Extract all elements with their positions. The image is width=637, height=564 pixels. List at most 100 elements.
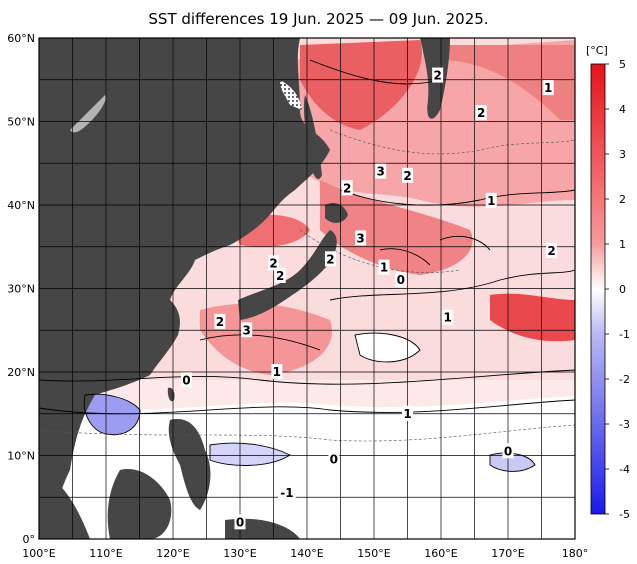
contour-label-box [274, 267, 286, 283]
contour-label-box [375, 163, 387, 179]
colorbar-tick-label: -5 [619, 508, 630, 521]
sakhalin [303, 95, 322, 180]
indochina-south [39, 470, 90, 539]
contour-label: 3 [243, 323, 251, 337]
colorbar-tick-label: 2 [619, 193, 626, 206]
contour-label: 2 [477, 106, 485, 120]
lat-tick-label: 10°N [7, 450, 35, 463]
lon-tick-label: 120°E [156, 547, 189, 560]
contour-label: 2 [403, 169, 411, 183]
contour-label: 1 [273, 365, 281, 379]
contour-label: 2 [343, 181, 351, 195]
colorbar-tick-label: 4 [619, 103, 626, 116]
contour-label-box [355, 230, 367, 246]
lon-tick-label: 160°E [424, 547, 457, 560]
colorbar-tick-label: -2 [619, 373, 630, 386]
lon-tick-label: 140°E [290, 547, 323, 560]
colorbar-tick-label: 3 [619, 148, 626, 161]
lat-tick-label: 30°N [7, 283, 35, 296]
philippines [168, 419, 211, 510]
map-area [39, 38, 575, 539]
warm-central-pacific [490, 293, 575, 342]
figure-title: SST differences 19 Jun. 2025 — 09 Jun. 2… [148, 10, 489, 28]
contour-label: 0 [330, 453, 338, 467]
map-frame [38, 37, 576, 540]
lat-tick-label: 60°N [7, 32, 35, 45]
colorbar-tick-label: -4 [619, 463, 630, 476]
lon-tick-label: 150°E [357, 547, 390, 560]
lat-tick-label: 40°N [7, 199, 35, 212]
contour-label-box [268, 255, 279, 271]
contour-label: 1 [403, 407, 411, 421]
warm-kuroshio-ext [320, 180, 473, 275]
contour-label-box [502, 443, 514, 459]
contour-label-box [180, 372, 192, 388]
lat-tick-label: 50°N [7, 116, 35, 129]
colorbar-tick-label: 5 [619, 58, 626, 71]
contour-label: 2 [276, 269, 284, 283]
contour-label-box [324, 251, 336, 267]
lat-tick-label: 0° [23, 533, 36, 546]
colorbar-tick-label: -1 [619, 328, 630, 341]
axis-labels: 100°E 110°E 120°E 130°E 140°E 150°E 160°E 170°E… [7, 32, 588, 560]
contour-label-box [442, 309, 454, 325]
contour-label: 2 [547, 244, 555, 258]
colorbar-tick-label: -3 [619, 418, 630, 431]
lake-baikal [70, 95, 106, 133]
contour-label-box [277, 485, 296, 501]
warm-okhotsk [300, 40, 422, 130]
contour-label-box [241, 322, 253, 338]
cool-philippine-sea [210, 443, 290, 466]
hokkaido [325, 203, 348, 223]
contour-label-box [485, 192, 497, 208]
contour-label-box [328, 451, 340, 467]
contour-label: 1 [380, 261, 388, 275]
colorbar-ticks: 5 4 3 2 1 0 -1 -2 -3 -4 -5 [605, 58, 630, 521]
contour-label: 0 [397, 273, 405, 287]
contour-label-box [214, 313, 226, 329]
japan-honshu [238, 230, 337, 320]
lon-tick-label: 180° [562, 547, 589, 560]
contour-label-box [378, 259, 390, 275]
contour-label-box [234, 514, 246, 530]
colorbar-tick-label: 1 [619, 238, 626, 251]
colorbar [590, 63, 606, 515]
contour-label: 2 [433, 69, 441, 83]
contour-label: -1 [280, 486, 293, 500]
cool-south-china-sea [84, 394, 140, 435]
contour-label: 1 [444, 311, 452, 325]
contour-label-box [271, 364, 283, 379]
warm-east-china-sea [200, 303, 332, 375]
colorbar-unit: [°C] [586, 44, 608, 57]
contour-label-box [546, 242, 558, 258]
lat-tick-label: 20°N [7, 366, 35, 379]
contour-label: 2 [216, 315, 224, 329]
lon-tick-label: 130°E [223, 547, 256, 560]
contour-label-box [402, 405, 413, 421]
contour-label-box [432, 67, 444, 83]
contour-label: 2 [269, 256, 277, 270]
contour-label-box [475, 105, 487, 121]
cool-equatorial-patch [490, 453, 535, 472]
contour-label: 3 [356, 231, 364, 245]
contour-label: 1 [487, 194, 495, 208]
lat-lon-grid [39, 38, 575, 539]
contour-label-box [402, 167, 413, 183]
contour-label-box [395, 272, 407, 288]
contour-label: 1 [544, 81, 552, 95]
ice-cover [280, 80, 302, 110]
lon-tick-label: 110°E [89, 547, 122, 560]
contour-label: 0 [182, 373, 190, 387]
colorbar-tick-label: 0 [619, 283, 626, 296]
contour-label: 3 [377, 165, 385, 179]
contour-label-box [341, 180, 353, 196]
contour-label: 0 [504, 444, 512, 458]
contour-label-box [542, 80, 554, 96]
contour-label: 2 [326, 252, 334, 266]
lon-tick-label: 170°E [491, 547, 524, 560]
lon-tick-label: 100°E [22, 547, 55, 560]
contour-label: 0 [236, 515, 244, 529]
neutral-patch [355, 333, 420, 362]
